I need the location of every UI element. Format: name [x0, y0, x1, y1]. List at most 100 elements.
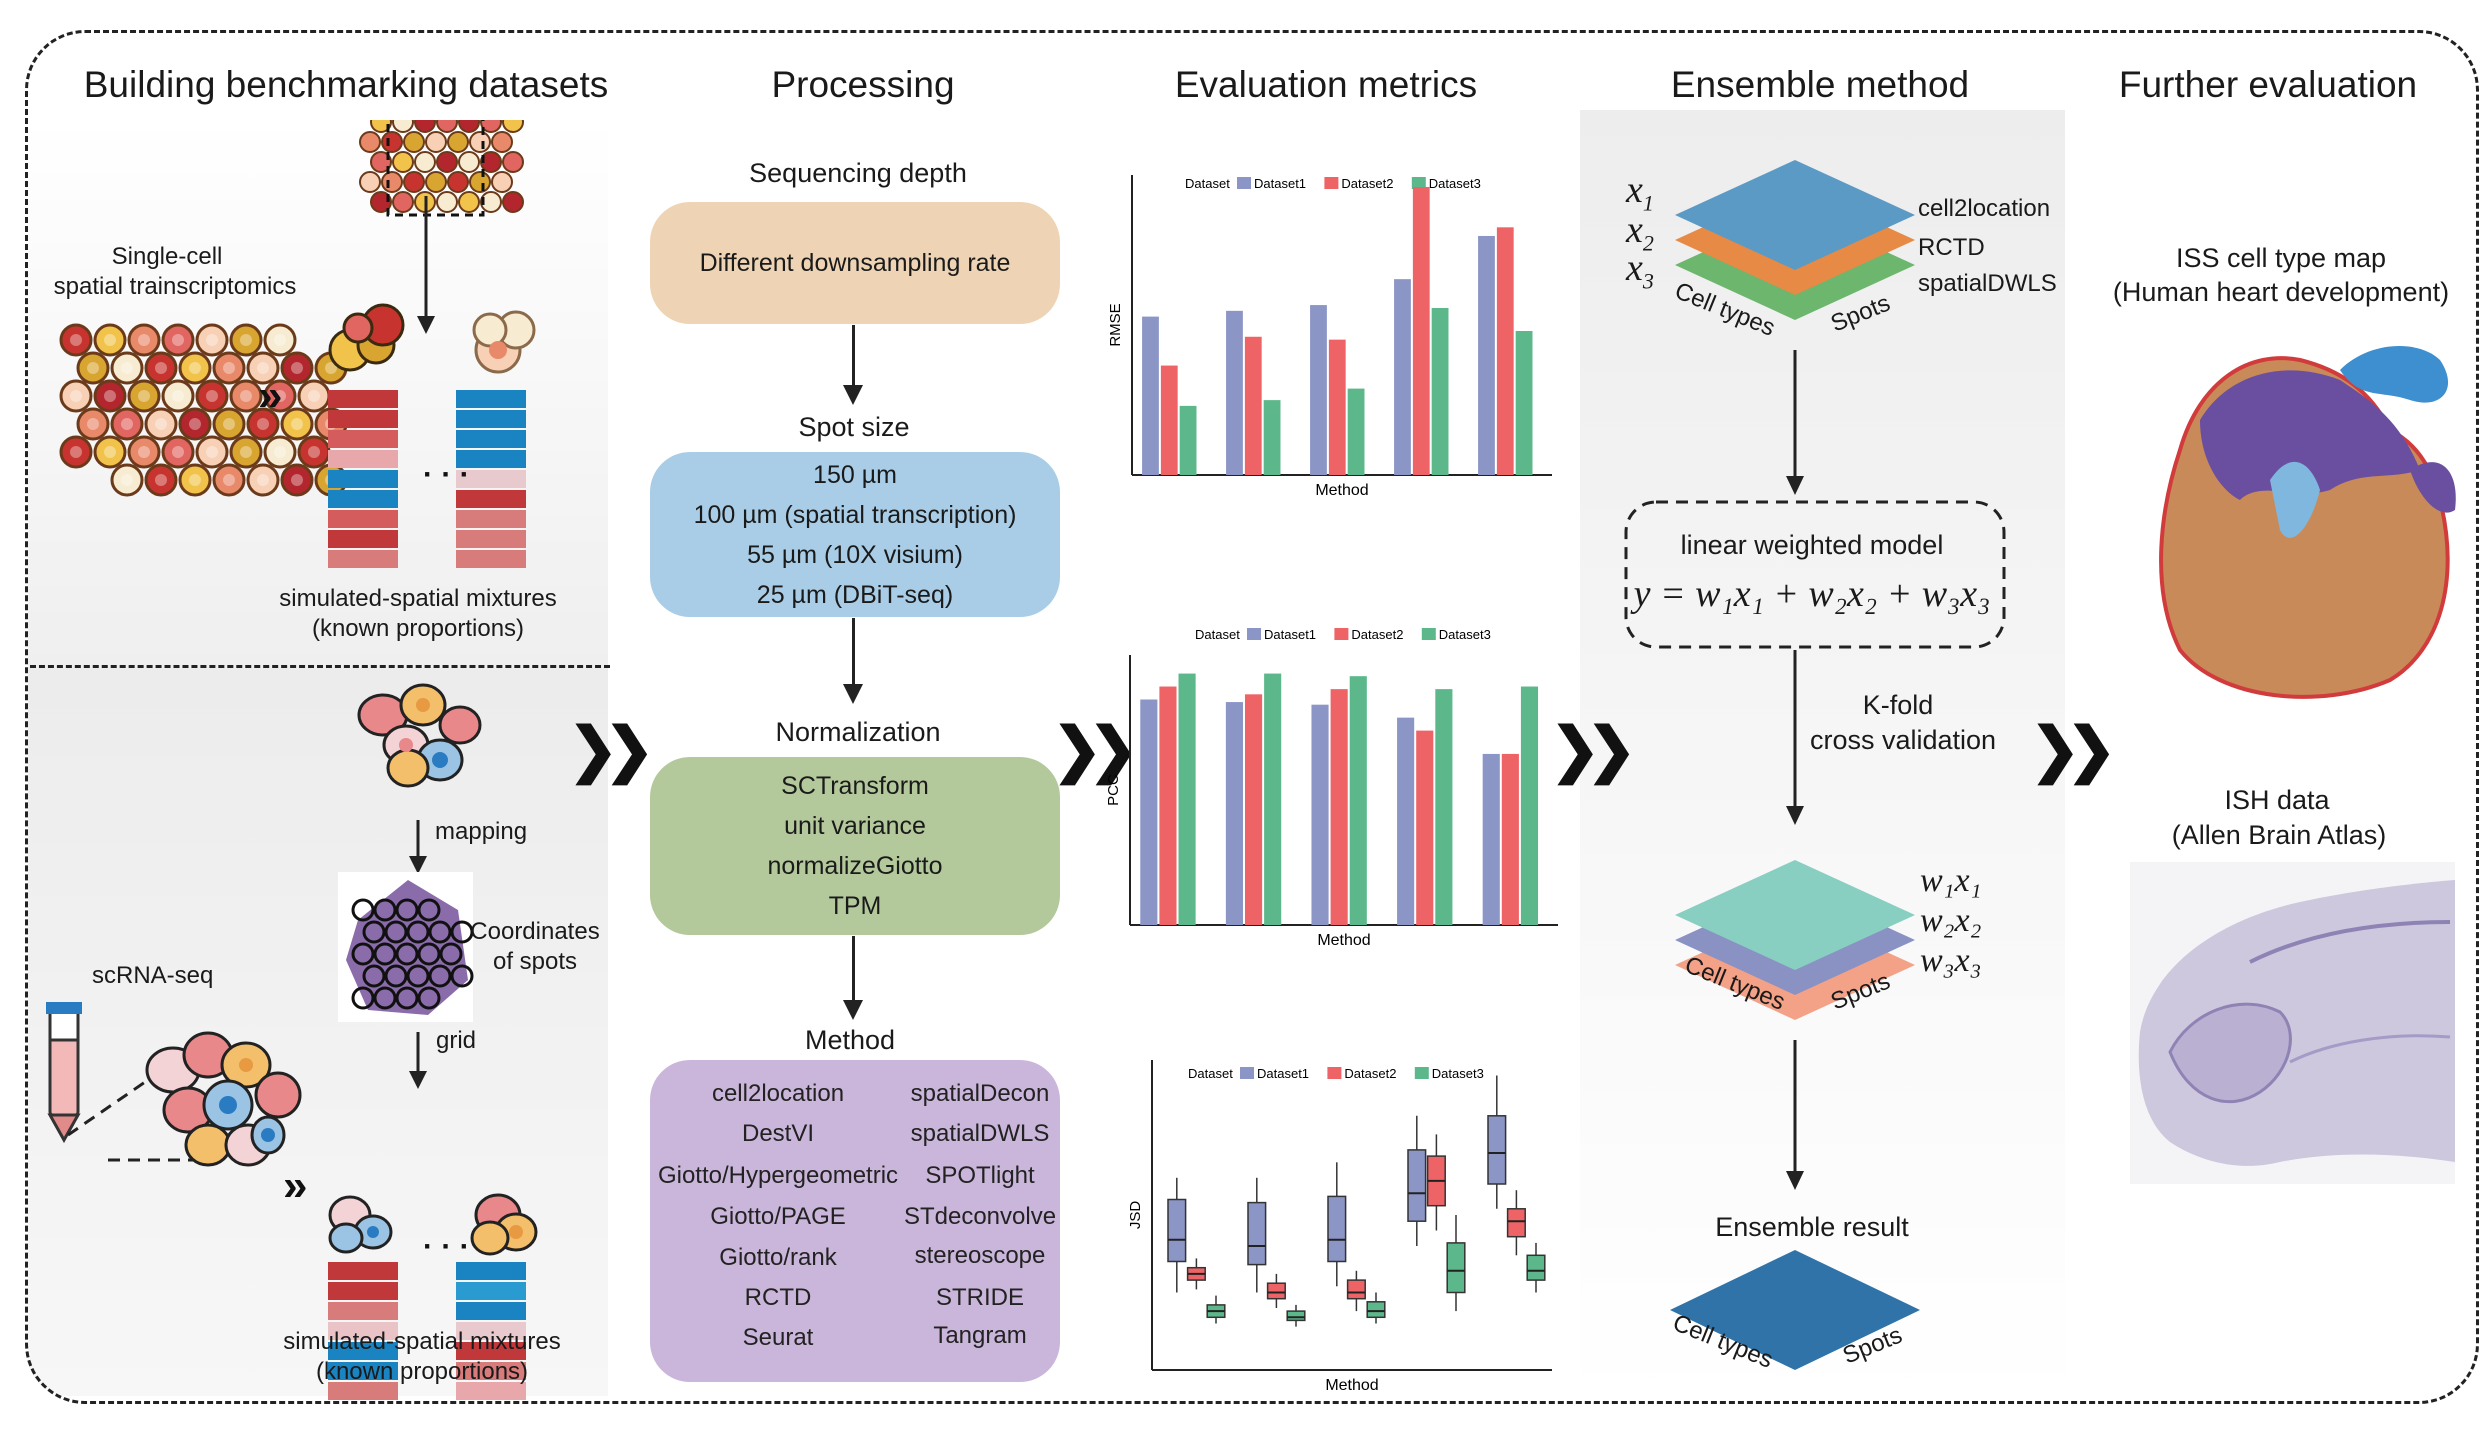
weighted-label-2: w₂x₂: [1920, 902, 1982, 939]
svg-text:· · ·: · · ·: [423, 458, 470, 491]
legend-swatch: [1327, 1067, 1342, 1079]
spot-size-title: Spot size: [798, 412, 910, 442]
bar: [1226, 310, 1243, 475]
header-ensemble-method: Ensemble method: [1670, 64, 1970, 105]
bar: [1520, 686, 1539, 925]
expression-stack-top-right: [456, 390, 526, 568]
method-item: Seurat: [742, 1324, 814, 1351]
expression-bar: [328, 530, 398, 548]
chevron-icon: »: [258, 371, 282, 420]
tissue-cell-nucleus: [257, 474, 269, 486]
expression-bar: [456, 470, 526, 488]
sim-bottom-label-2: (known proportions): [315, 1358, 529, 1385]
expression-bar: [328, 430, 398, 448]
tissue-cell: [425, 171, 447, 193]
spot-size-item: 150 µm: [813, 460, 897, 489]
tissue-cell-nucleus: [223, 474, 235, 486]
bar: [1159, 686, 1177, 925]
svg-text:· · ·: · · ·: [423, 1230, 470, 1263]
grid-cells-right: [470, 1193, 538, 1256]
norm-item: SCTransform: [781, 772, 929, 800]
tissue-cell: [76, 407, 110, 441]
spot-circle: [351, 942, 375, 966]
spot-circle: [362, 964, 386, 988]
tissue-cell-nucleus: [70, 390, 82, 402]
spot-circle: [362, 920, 386, 944]
box: [1346, 1279, 1366, 1300]
box: [1286, 1310, 1306, 1322]
tissue-cell: [403, 131, 425, 153]
tissue-cell: [246, 407, 280, 441]
expression-bar: [456, 530, 526, 548]
tissue-cell-nucleus: [172, 390, 184, 402]
tissue-cell-nucleus: [291, 418, 303, 430]
ensemble-diagram: [1624, 160, 2006, 1370]
tissue-cell-nucleus: [121, 474, 133, 486]
weighted-label-1: w₁x₁: [1920, 862, 1982, 899]
scrna-cell-cluster: [145, 1031, 302, 1167]
normalization-title: Normalization: [775, 717, 941, 747]
method-item: spatialDWLS: [910, 1120, 1050, 1147]
arrow-down-icon: [843, 618, 863, 704]
legend-swatch: [1421, 628, 1436, 640]
weighted-label-3: w₃x₃: [1920, 942, 1982, 979]
expression-bar: [328, 1282, 398, 1300]
expression-bar: [456, 390, 526, 408]
tissue-cell: [425, 131, 447, 153]
tissue-cell-nucleus: [189, 418, 201, 430]
tissue-cell: [178, 351, 212, 385]
seq-depth-title: Sequencing depth: [749, 158, 967, 188]
expression-bar: [328, 490, 398, 508]
tissue-cell: [229, 435, 263, 469]
sim-top-label-1: simulated-spatial mixtures: [279, 585, 557, 612]
coords-label-1: Coordinates: [470, 918, 600, 945]
ensemble-panel-bg: [1580, 110, 2065, 1400]
legend-swatch: [1324, 177, 1339, 189]
x1-label: x1: [1626, 169, 1654, 216]
bar: [1225, 702, 1243, 925]
bar: [1264, 673, 1282, 925]
spot-cells-right: [472, 310, 536, 374]
expression-bar: [328, 1382, 398, 1400]
tissue-cell-nucleus: [240, 446, 252, 458]
spot-circle: [373, 942, 397, 966]
spot-circle: [406, 964, 430, 988]
sim-top-label-2: (known proportions): [311, 615, 525, 642]
y-axis-label: RMSE: [1107, 303, 1124, 346]
expression-bar: [456, 1342, 526, 1360]
expression-bar: [328, 510, 398, 528]
tissue-cell: [458, 120, 480, 133]
tissue-cell-nucleus: [87, 362, 99, 374]
bar: [1482, 753, 1500, 925]
expression-bar: [456, 410, 526, 428]
spot-circle: [450, 920, 474, 944]
sim-bottom-label-1: simulated-spatial mixtures: [283, 1328, 561, 1355]
legend-label: Dataset2: [1341, 176, 1393, 191]
tissue-cell: [491, 131, 513, 153]
legend-label: Dataset3: [1439, 627, 1491, 642]
tissue-cell: [127, 435, 161, 469]
bar: [1330, 689, 1348, 925]
tissue-cell-nucleus: [274, 390, 286, 402]
tissue-cell-nucleus: [206, 446, 218, 458]
tissue-cell-nucleus: [138, 446, 150, 458]
tissue-cell-nucleus: [87, 418, 99, 430]
tube-icon: [46, 1002, 82, 1144]
tissue-cell: [127, 323, 161, 357]
expression-bar: [456, 1382, 526, 1400]
method-item: stereoscope: [914, 1242, 1046, 1269]
spot-circle: [417, 986, 441, 1010]
tissue-cell-nucleus: [70, 334, 82, 346]
chart-jsd: Dataset Dataset1 Dataset2 Dataset3 JSD Method: [1127, 1060, 1552, 1394]
tissue-cell: [144, 351, 178, 385]
header-evaluation-metrics: Evaluation metrics: [1174, 64, 1478, 105]
tissue-cell-nucleus: [257, 362, 269, 374]
legend-title: Dataset: [1195, 627, 1240, 642]
bar: [1349, 676, 1367, 925]
layer-cell2location: [1675, 160, 1915, 270]
tissue-cell-nucleus: [155, 418, 167, 430]
kfold-label-1: K-fold: [1862, 690, 1934, 720]
tissue-cell: [370, 120, 392, 133]
bar: [1501, 753, 1519, 925]
